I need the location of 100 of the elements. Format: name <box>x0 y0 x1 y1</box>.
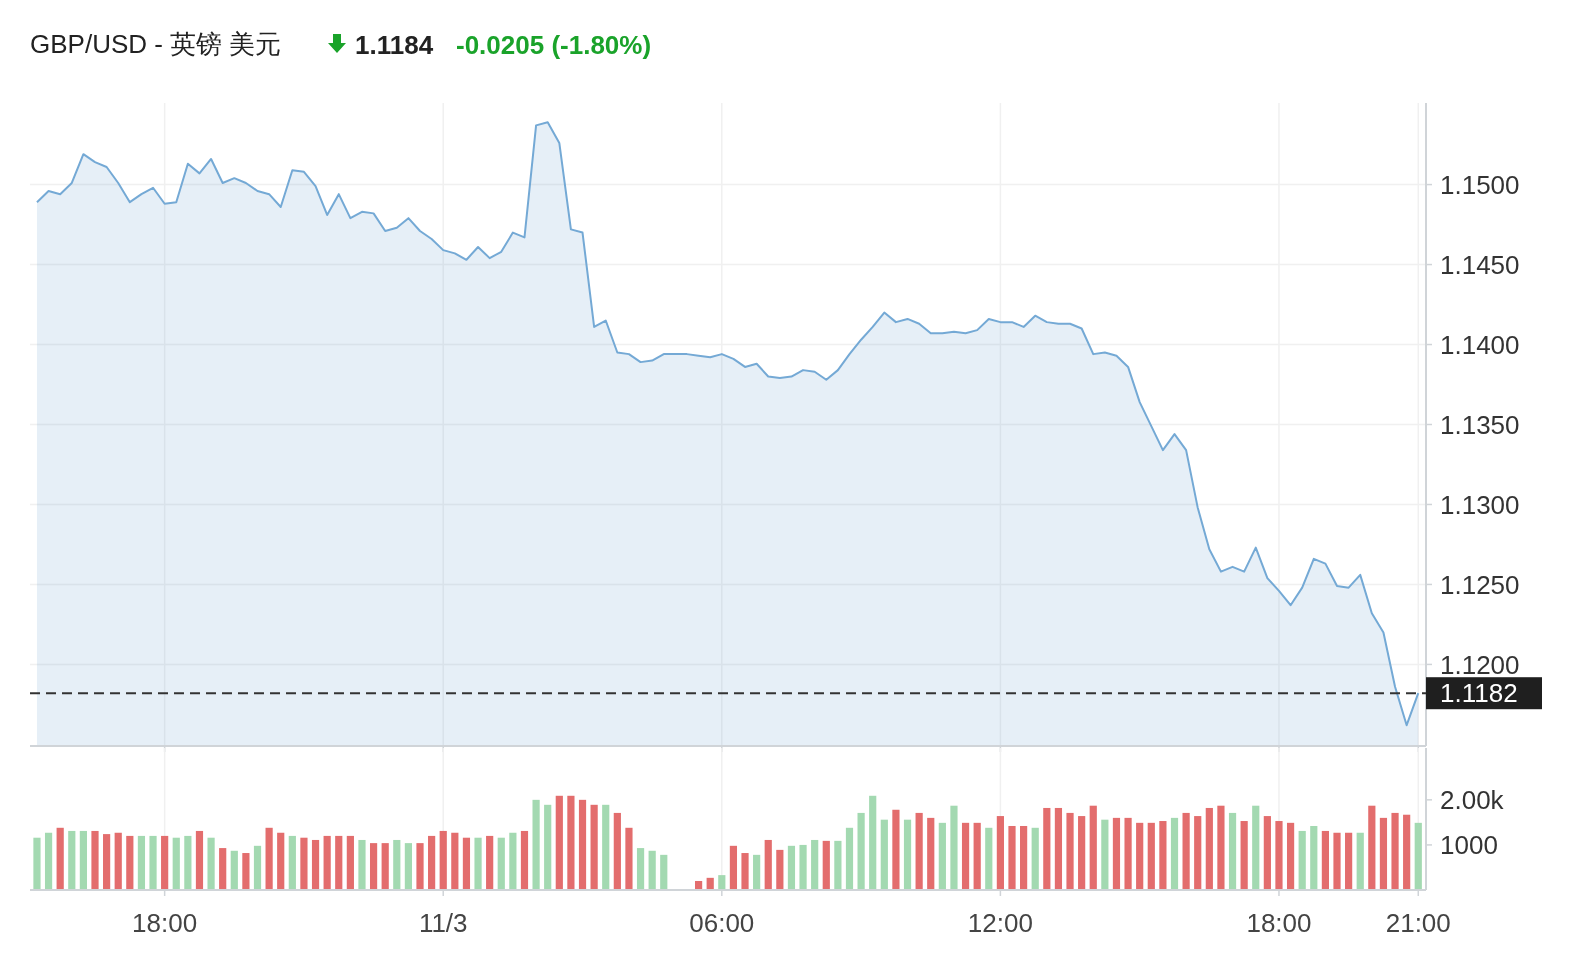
bar <box>311 839 320 890</box>
x-tick-label: 11/3 <box>418 908 468 938</box>
bar <box>207 837 215 890</box>
bar <box>578 799 587 890</box>
bar <box>103 834 111 890</box>
y-tick-label: 2.00k <box>1440 784 1505 815</box>
bar <box>903 819 912 890</box>
bar <box>242 853 250 890</box>
bar <box>520 830 529 890</box>
bar <box>660 854 668 890</box>
bar <box>961 822 970 890</box>
bar <box>590 804 598 890</box>
bar <box>1298 830 1306 890</box>
bar <box>184 835 192 890</box>
bar <box>428 835 436 890</box>
bar <box>729 845 738 890</box>
bar <box>1112 817 1121 890</box>
bar <box>1356 832 1364 890</box>
bar <box>79 830 87 890</box>
bar <box>602 804 610 890</box>
bar <box>161 835 169 890</box>
bar <box>880 819 888 890</box>
bar <box>277 832 285 890</box>
bar <box>1240 821 1248 890</box>
bar <box>1368 805 1376 890</box>
bar <box>1054 807 1063 890</box>
bar <box>219 848 227 890</box>
bar <box>1101 819 1109 890</box>
bar <box>230 850 238 890</box>
bar <box>439 830 447 890</box>
bar <box>1345 832 1353 890</box>
bar <box>1124 817 1132 890</box>
y-tick-label: 1000 <box>1440 830 1498 861</box>
ref-line-label: 1.1182 <box>1440 678 1518 709</box>
bar <box>253 845 262 890</box>
chart-title: GBP/USD - 英镑 美元 <box>30 29 282 59</box>
bar <box>1275 821 1283 890</box>
bar <box>544 804 552 890</box>
bar <box>265 827 273 890</box>
bar <box>718 875 726 890</box>
bar <box>1031 827 1039 890</box>
bar <box>799 844 807 890</box>
bar <box>1333 832 1341 890</box>
bar <box>486 835 494 890</box>
bar <box>172 837 180 890</box>
bar <box>1263 816 1271 890</box>
bar <box>346 835 354 890</box>
bar <box>114 832 122 890</box>
bar <box>1008 825 1016 890</box>
bar <box>892 809 900 890</box>
bar <box>1066 812 1074 890</box>
bar <box>288 835 296 890</box>
bar <box>857 812 865 890</box>
bar <box>764 839 772 890</box>
bar <box>358 839 366 890</box>
y-tick-label: 1.1500 <box>1440 169 1520 200</box>
x-tick-label: 06:00 <box>689 908 755 938</box>
bar <box>91 830 99 890</box>
bar <box>1310 825 1318 890</box>
bar <box>1170 817 1179 890</box>
bar <box>1391 812 1399 890</box>
bar <box>195 830 204 890</box>
bar <box>126 835 134 890</box>
bar <box>1043 807 1051 890</box>
bar <box>1182 812 1190 890</box>
bar <box>404 843 412 890</box>
text: 1.1184 <box>355 30 434 60</box>
bar <box>381 843 389 890</box>
y-tick-label: 1.1450 <box>1440 249 1520 280</box>
bar <box>393 839 401 890</box>
bar <box>451 832 459 890</box>
bar <box>741 853 749 890</box>
bar <box>753 854 761 890</box>
bar <box>555 795 563 890</box>
bar <box>787 845 796 890</box>
bar <box>56 827 64 890</box>
bar <box>822 840 830 890</box>
bar <box>137 835 146 890</box>
bar <box>915 812 923 890</box>
x-tick-label: 18:00 <box>132 908 198 938</box>
bar <box>369 843 378 890</box>
bar <box>1379 817 1388 890</box>
bar <box>1020 825 1028 890</box>
bar <box>996 816 1004 890</box>
bar <box>950 805 958 890</box>
bar <box>869 795 877 890</box>
bar <box>625 827 633 890</box>
bar <box>323 835 331 890</box>
bar <box>300 837 308 890</box>
bar <box>1078 816 1086 890</box>
y-tick-label: 1.1200 <box>1440 649 1520 680</box>
bar <box>1252 805 1260 890</box>
bar <box>1147 822 1155 890</box>
bar <box>845 827 854 890</box>
bar <box>44 832 53 890</box>
bar <box>1414 822 1422 890</box>
bar <box>648 850 656 890</box>
text: -0.0205 (-1.80%) <box>456 30 652 60</box>
bar <box>416 843 424 890</box>
bar <box>1321 830 1329 890</box>
